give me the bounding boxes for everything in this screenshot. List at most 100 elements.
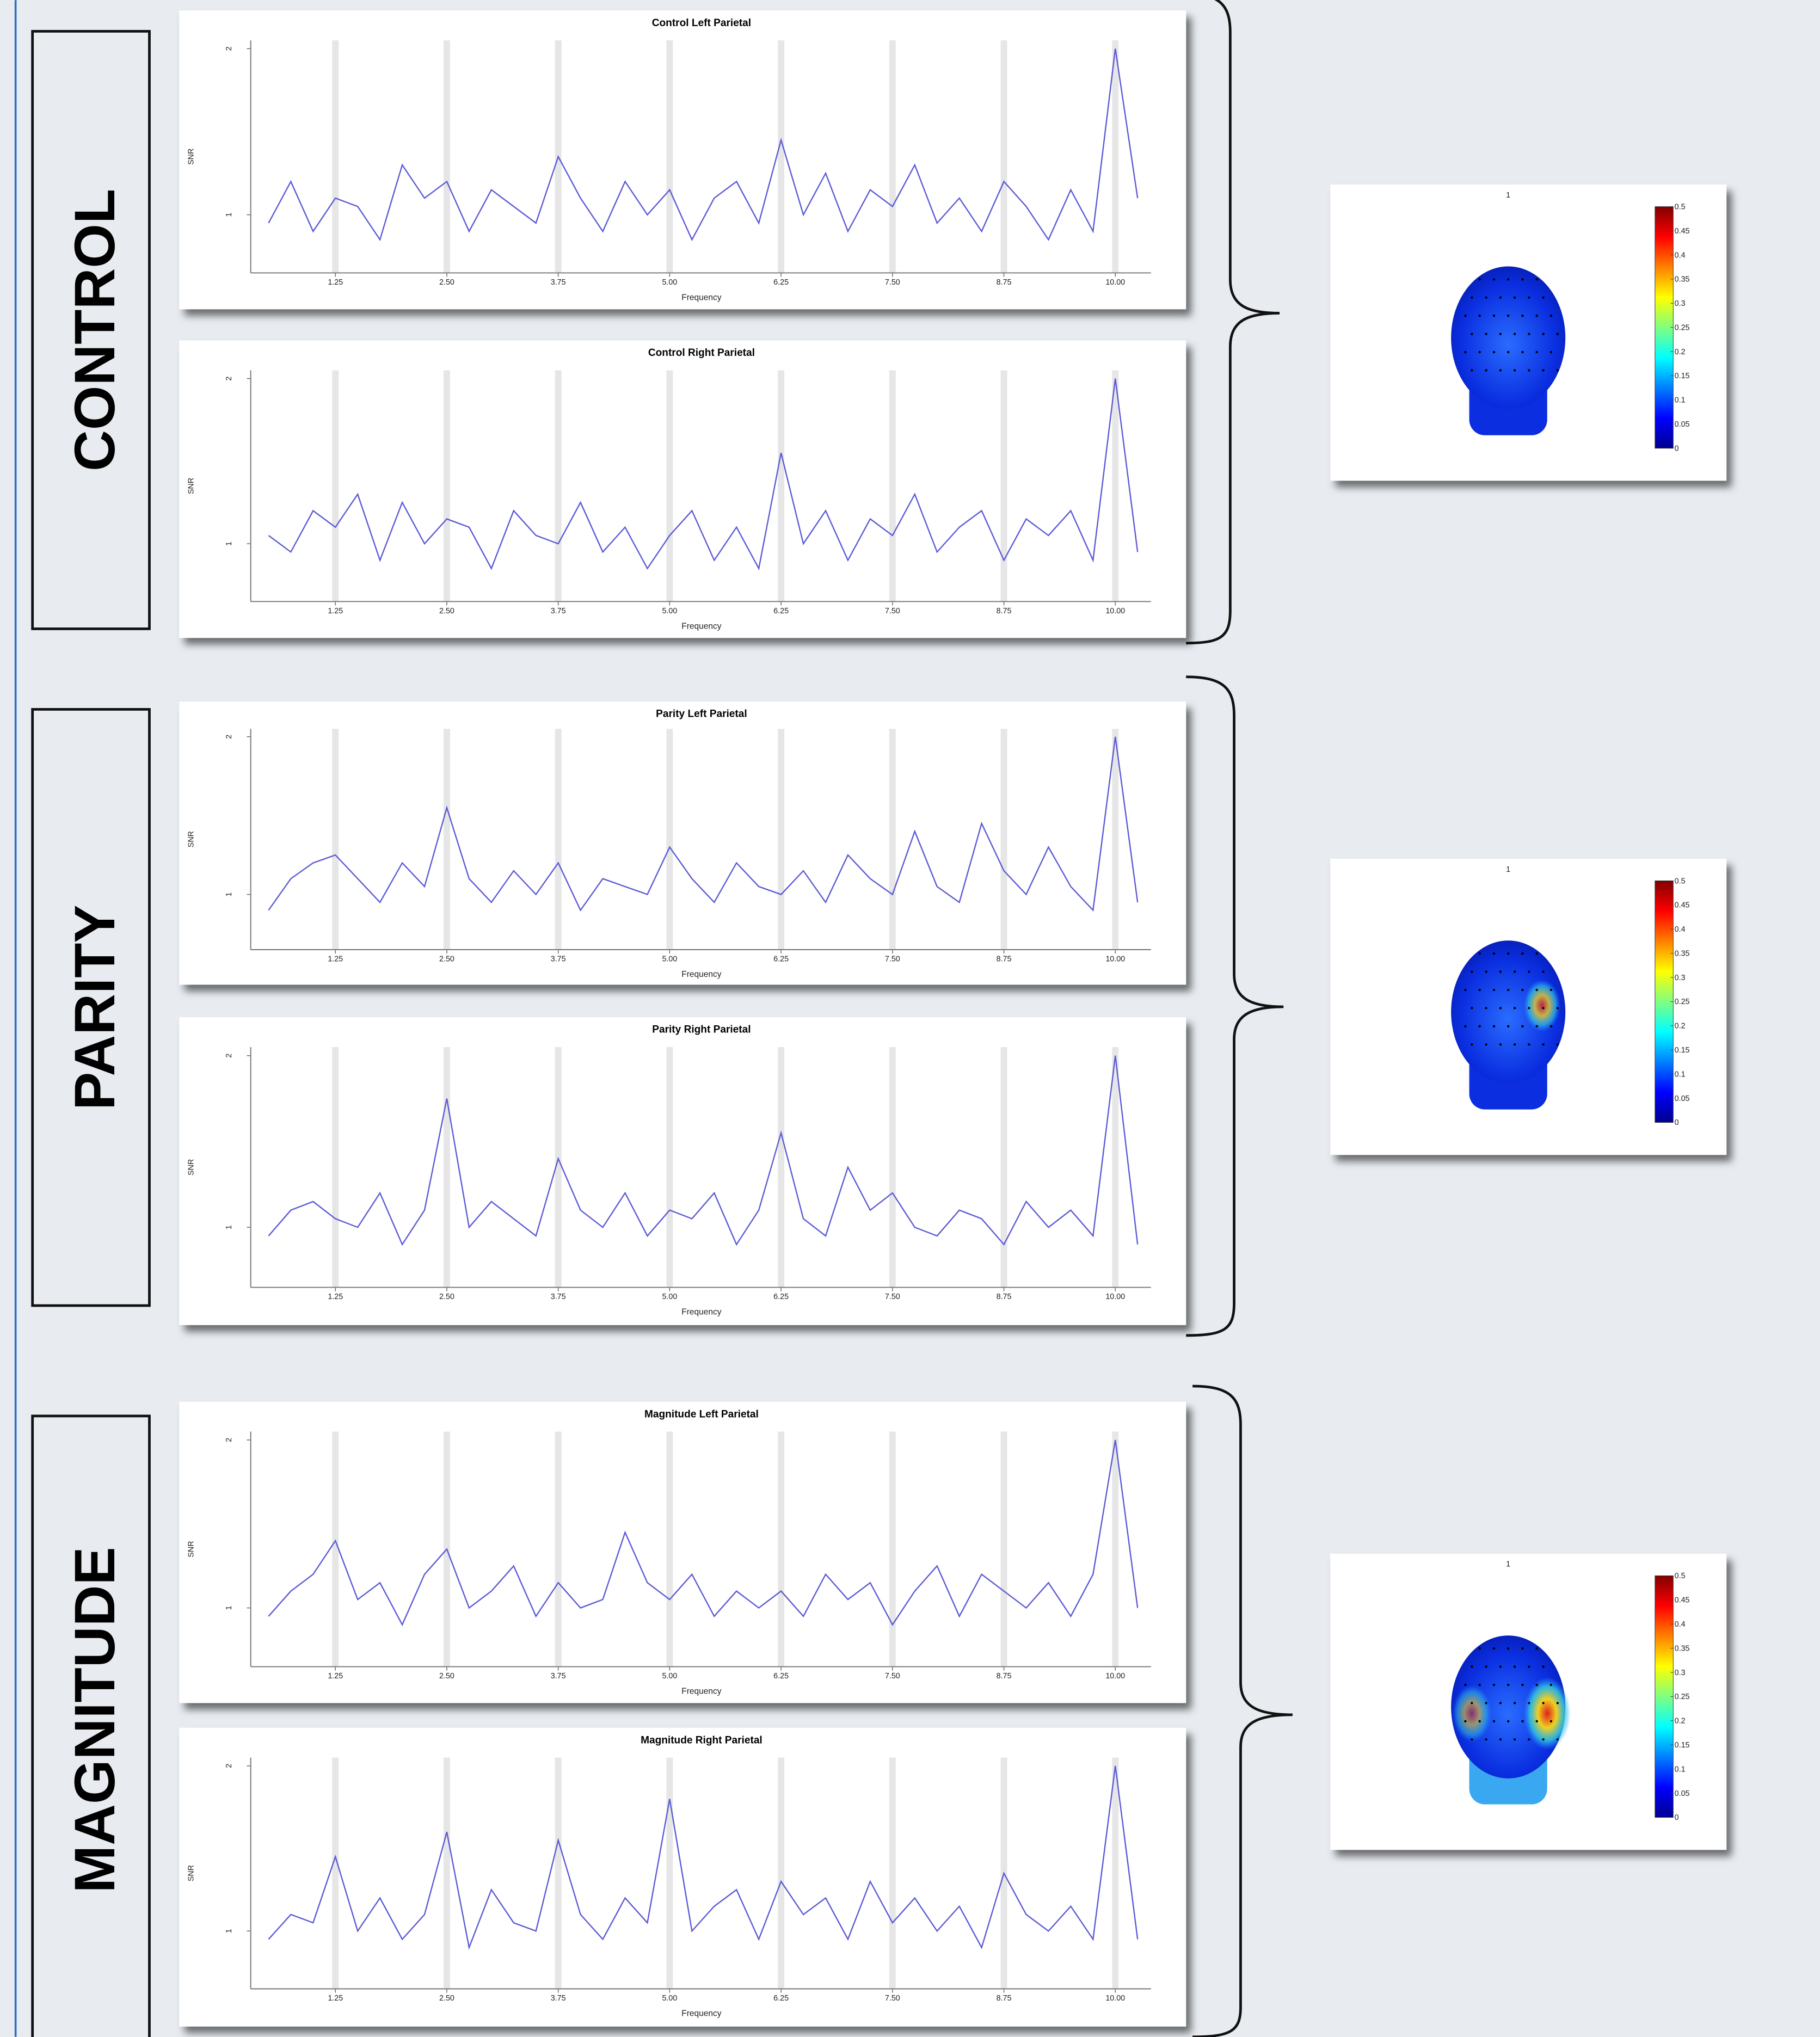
colorbar-tick-label: 0.2: [1675, 1022, 1686, 1031]
electrode: [1471, 1665, 1473, 1667]
electrode: [1542, 970, 1544, 973]
electrode: [1542, 1738, 1544, 1740]
x-tick-label: 6.25: [773, 955, 789, 963]
x-tick-label: 10.00: [1105, 1293, 1125, 1301]
electrode: [1557, 369, 1559, 371]
electrode: [1493, 278, 1495, 280]
x-tick-label: 8.75: [997, 955, 1012, 963]
electrode: [1507, 952, 1509, 955]
electrode: [1557, 333, 1559, 335]
x-tick-label: 7.50: [885, 1293, 900, 1301]
electrode: [1471, 333, 1473, 335]
hot-spot: [1524, 1677, 1571, 1750]
colorbar-tick-label: 0.45: [1675, 1596, 1690, 1605]
electrode: [1464, 315, 1466, 317]
electrode: [1528, 297, 1530, 299]
colorbar-tick-label: 0.35: [1675, 275, 1690, 284]
colorbar-tick-label: 0.5: [1675, 202, 1686, 211]
y-axis-label: SNR: [187, 149, 196, 165]
electrode: [1536, 1684, 1538, 1686]
electrode: [1528, 1043, 1530, 1045]
y-tick-label: 1: [225, 1929, 233, 1933]
x-tick-label: 8.75: [997, 1672, 1012, 1681]
electrode: [1478, 1720, 1480, 1722]
grid-band: [778, 1432, 784, 1667]
electrode: [1493, 952, 1495, 955]
grid-band: [889, 1758, 896, 1989]
electrode: [1536, 952, 1538, 955]
electrode: [1528, 1007, 1530, 1009]
grid-band: [889, 729, 896, 950]
electrode: [1507, 1647, 1509, 1650]
electrode: [1536, 989, 1538, 991]
figure: CONTROLPARITYMAGNITUDE1.252.503.755.006.…: [0, 0, 1820, 2037]
electrode: [1557, 1007, 1559, 1009]
electrode: [1493, 989, 1495, 991]
electrode: [1485, 333, 1487, 335]
y-tick-label: 1: [225, 541, 233, 546]
electrode: [1471, 297, 1473, 299]
grid-band: [1112, 40, 1118, 273]
x-tick-label: 2.50: [439, 1994, 454, 2003]
electrode: [1542, 1702, 1544, 1704]
chart-panel: [179, 701, 1186, 984]
x-tick-label: 5.00: [662, 955, 677, 963]
chart-title: Magnitude Right Parietal: [641, 1734, 763, 1746]
electrode: [1536, 1720, 1538, 1722]
grid-band: [444, 1047, 450, 1288]
grid-band: [778, 40, 784, 273]
electrode: [1478, 1025, 1480, 1027]
electrode: [1493, 1684, 1495, 1686]
x-axis-label: Frequency: [681, 621, 721, 631]
x-tick-label: 7.50: [885, 1672, 900, 1681]
electrode: [1471, 1702, 1473, 1704]
grid-band: [778, 1758, 784, 1989]
electrode: [1507, 1684, 1509, 1686]
x-tick-label: 1.25: [328, 1994, 343, 2003]
grid-band: [555, 1432, 562, 1667]
page: CONTROLPARITYMAGNITUDE1.252.503.755.006.…: [0, 0, 1820, 2037]
x-tick-label: 10.00: [1105, 278, 1125, 287]
grid-band: [778, 729, 784, 950]
grid-band: [1112, 1047, 1118, 1288]
colorbar-tick-label: 0.45: [1675, 227, 1690, 236]
electrode: [1485, 970, 1487, 973]
electrode: [1499, 1702, 1502, 1704]
x-tick-label: 6.25: [773, 1994, 789, 2003]
electrode: [1514, 1007, 1516, 1009]
x-tick-label: 5.00: [662, 607, 677, 616]
electrode: [1514, 297, 1516, 299]
grid-band: [1001, 1432, 1007, 1667]
colorbar-tick-label: 0.15: [1675, 372, 1690, 380]
colorbar-tick-label: 0.1: [1675, 1070, 1686, 1079]
electrode: [1485, 1007, 1487, 1009]
electrode: [1499, 333, 1502, 335]
colorbar-tick-label: 0.3: [1675, 299, 1686, 308]
y-tick-label: 2: [225, 1438, 233, 1442]
electrode: [1499, 1738, 1502, 1740]
x-tick-label: 7.50: [885, 607, 900, 616]
electrode: [1542, 1043, 1544, 1045]
x-axis-label: Frequency: [681, 293, 721, 303]
x-tick-label: 1.25: [328, 278, 343, 287]
electrode: [1550, 1684, 1552, 1686]
grid-band: [1112, 370, 1118, 601]
grid-band: [1001, 729, 1007, 950]
colorbar-tick-label: 0.3: [1675, 1669, 1686, 1677]
electrode: [1550, 351, 1552, 353]
x-tick-label: 1.25: [328, 1293, 343, 1301]
grid-band: [444, 40, 450, 273]
grid-band: [778, 1047, 784, 1288]
grid-band: [666, 729, 673, 950]
colorbar-tick-label: 0.5: [1675, 877, 1686, 885]
y-tick-label: 2: [225, 735, 233, 739]
x-tick-label: 3.75: [551, 1994, 566, 2003]
electrode: [1536, 1025, 1538, 1027]
colorbar-tick-label: 0.25: [1675, 998, 1690, 1006]
colorbar-tick-label: 0.35: [1675, 949, 1690, 958]
chart-panel: [179, 341, 1186, 638]
x-tick-label: 5.00: [662, 1672, 677, 1681]
electrode: [1542, 333, 1544, 335]
x-axis-label: Frequency: [681, 970, 721, 979]
electrode: [1478, 278, 1480, 280]
